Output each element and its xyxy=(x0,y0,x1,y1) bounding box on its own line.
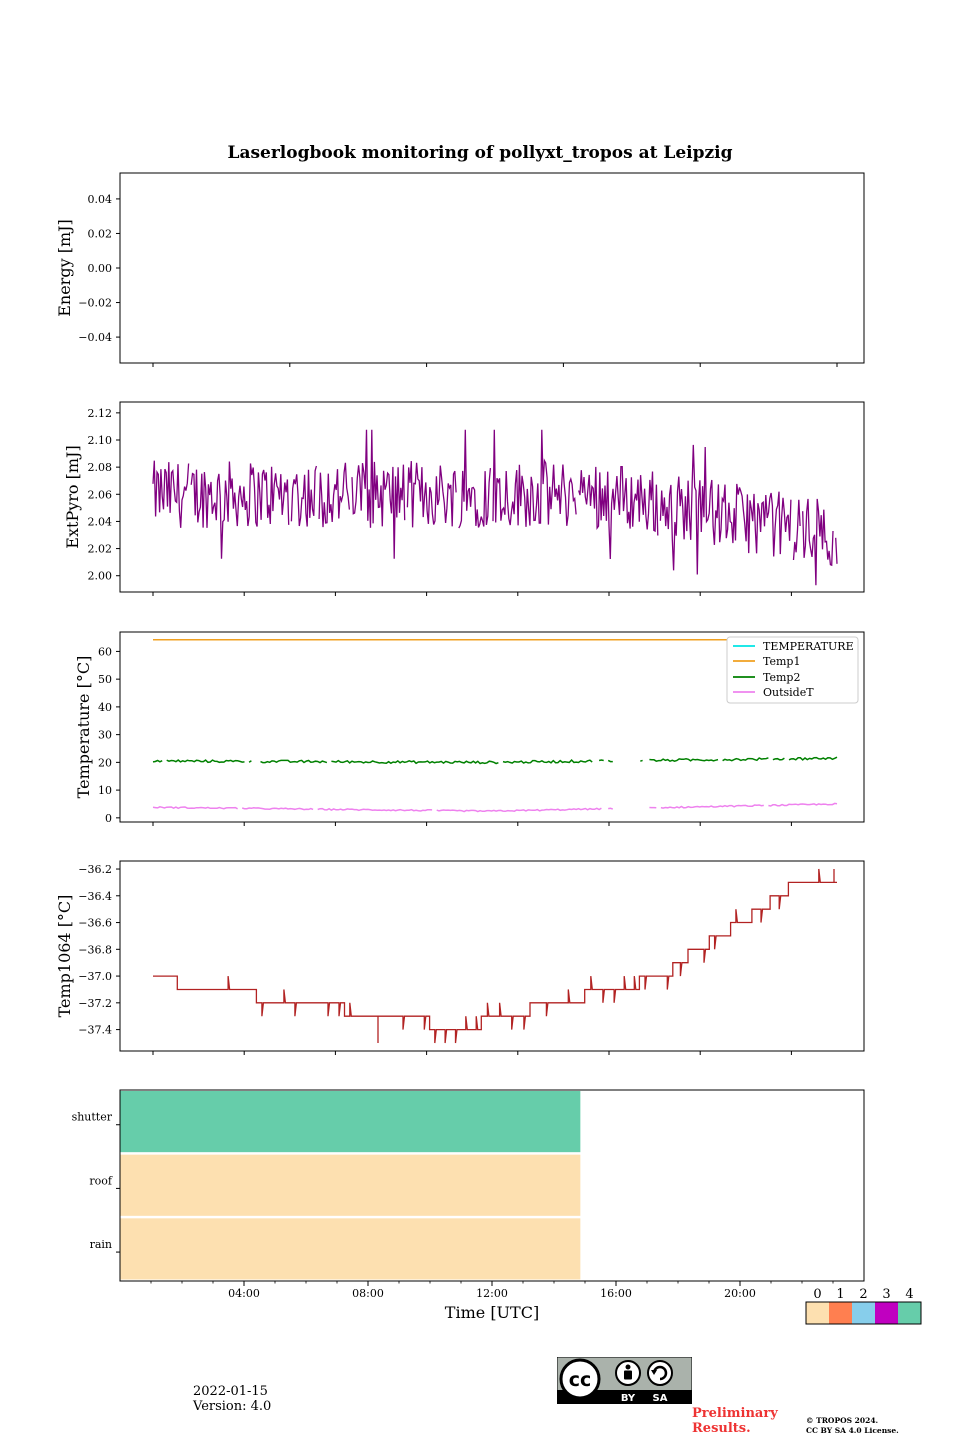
temp1064-ytick-label: −36.8 xyxy=(78,943,112,956)
extpyro-ytick-label: 2.00 xyxy=(88,570,113,583)
colorbar-frame xyxy=(805,1301,922,1325)
copyright-notice: © TROPOS 2024. CC BY SA 4.0 License. xyxy=(806,1416,899,1436)
preliminary-line2: Results. xyxy=(692,1421,751,1436)
legend-label-temp1: Temp1 xyxy=(763,655,800,668)
status-row-label: roof xyxy=(89,1174,113,1187)
legend-label-outsideT: OutsideT xyxy=(763,686,814,699)
extpyro-series-line xyxy=(152,429,838,586)
extpyro-panel: ExtPyro [mJ] 2.12 2.10 2.08 2.06 2.04 2.02 2.0… xyxy=(63,401,865,596)
energy-ytick-label: 0.04 xyxy=(88,193,113,206)
colorbar-swatch-2 xyxy=(852,1302,875,1324)
status-xtick-label: 20:00 xyxy=(724,1287,756,1300)
status-xtick-label: 04:00 xyxy=(228,1287,260,1300)
temp1064-ytick-label: −37.0 xyxy=(78,970,112,983)
extpyro-ytick-label: 2.12 xyxy=(88,407,113,420)
extpyro-ytick-label: 2.06 xyxy=(88,488,113,501)
temp1064-axes-frame xyxy=(119,860,865,1052)
temperature-ytick-label: 60 xyxy=(98,645,112,658)
temperature-ylabel: Temperature [°C] xyxy=(74,656,93,799)
cc-by-sa-license-badge: cc BY SA xyxy=(557,1357,692,1404)
copyright-line1: © TROPOS 2024. xyxy=(806,1416,879,1425)
extpyro-ytick-label: 2.04 xyxy=(88,515,113,528)
temp1064-ytick-label: −36.6 xyxy=(78,917,112,930)
colorbar-label: 2 xyxy=(859,1287,867,1302)
temperature-ytick-label: 40 xyxy=(98,701,112,714)
outsideT-series-line xyxy=(152,802,838,813)
status-row-rain xyxy=(120,1218,581,1280)
footer-version: Version: 4.0 xyxy=(193,1399,272,1414)
temp1064-ytick-label: −37.2 xyxy=(78,997,112,1010)
cc-letters: cc xyxy=(569,1369,592,1391)
license-by-text: BY xyxy=(621,1393,636,1404)
sa-share-icon xyxy=(647,1360,673,1386)
legend-frame xyxy=(726,636,859,704)
temperature-ytick-label: 30 xyxy=(98,729,112,742)
status-row-label: rain xyxy=(90,1238,112,1251)
license-sa-text: SA xyxy=(653,1393,668,1404)
temperature-panel: Temperature [°C] 60 50 40 30 20 10 0 TEMPERATU… xyxy=(74,631,865,826)
status-row-label: shutter xyxy=(72,1111,113,1124)
extpyro-axes-frame xyxy=(119,401,865,593)
colorbar-swatch-3 xyxy=(875,1302,898,1324)
energy-ytick-label: −0.04 xyxy=(78,331,112,344)
temperature-ytick-label: 10 xyxy=(98,784,112,797)
footer-info: 2022-01-15 Version: 4.0 xyxy=(193,1384,271,1414)
cc-icon xyxy=(559,1358,601,1400)
energy-axes-frame xyxy=(119,172,865,364)
colorbar-label: 0 xyxy=(813,1287,821,1302)
temp1064-ytick-label: −36.4 xyxy=(78,890,112,903)
status-xtick-label: 08:00 xyxy=(352,1287,384,1300)
temp1064-ylabel: Temp1064 [°C] xyxy=(55,895,74,1018)
temperature-axes-frame xyxy=(119,631,865,823)
temp1064-ytick-label: −37.4 xyxy=(78,1024,112,1037)
preliminary-notice: Preliminary Results. xyxy=(692,1406,778,1436)
energy-panel: Energy [mJ] 0.04 0.02 0.00 −0.02 −0.04 xyxy=(55,172,865,367)
colorbar-label: 3 xyxy=(882,1287,890,1302)
extpyro-ytick-label: 2.10 xyxy=(88,434,113,447)
legend-label-temp2: Temp2 xyxy=(763,671,800,684)
copyright-line2: CC BY SA 4.0 License. xyxy=(806,1426,899,1435)
extpyro-ytick-label: 2.02 xyxy=(88,543,113,556)
energy-ytick-label: −0.02 xyxy=(78,297,112,310)
colorbar-label: 4 xyxy=(905,1287,913,1302)
status-panel: shutter roof rain 04:00 08:00 12:00 16:00 20:00… xyxy=(72,1089,865,1322)
status-xlabel: Time [UTC] xyxy=(445,1303,539,1322)
status-row-roof xyxy=(120,1154,581,1216)
temperature-ytick-label: 0 xyxy=(105,812,112,825)
preliminary-line1: Preliminary xyxy=(692,1406,778,1421)
status-row-shutter xyxy=(120,1091,581,1153)
status-xtick-label: 12:00 xyxy=(476,1287,508,1300)
legend: TEMPERATURE Temp1 Temp2 OutsideT xyxy=(726,636,859,704)
footer-date: 2022-01-15 xyxy=(193,1384,268,1399)
extpyro-ylabel: ExtPyro [mJ] xyxy=(63,445,82,548)
colorbar-label: 1 xyxy=(836,1287,844,1302)
temp1064-series-line xyxy=(153,868,837,1044)
energy-ylabel: Energy [mJ] xyxy=(55,219,74,317)
temp2-series-line xyxy=(152,756,838,765)
legend-label-temperature: TEMPERATURE xyxy=(763,640,854,653)
extpyro-ytick-label: 2.08 xyxy=(88,461,113,474)
temperature-ytick-label: 50 xyxy=(98,673,112,686)
temp1064-panel: Temp1064 [°C] −36.2 −36.4 −36.6 −36.8 −37.0 −… xyxy=(55,860,865,1055)
chart-title: Laserlogbook monitoring of pollyxt_tropo… xyxy=(227,143,732,163)
temperature-ytick-label: 20 xyxy=(98,756,112,769)
colorbar-swatch-4 xyxy=(898,1302,921,1324)
energy-ytick-label: 0.00 xyxy=(88,262,113,275)
temp1064-ytick-label: −36.2 xyxy=(78,863,112,876)
energy-ytick-label: 0.02 xyxy=(88,227,113,240)
colorbar-swatch-1 xyxy=(829,1302,852,1324)
status-xtick-label: 16:00 xyxy=(600,1287,632,1300)
colorbar-swatch-0 xyxy=(806,1302,829,1324)
